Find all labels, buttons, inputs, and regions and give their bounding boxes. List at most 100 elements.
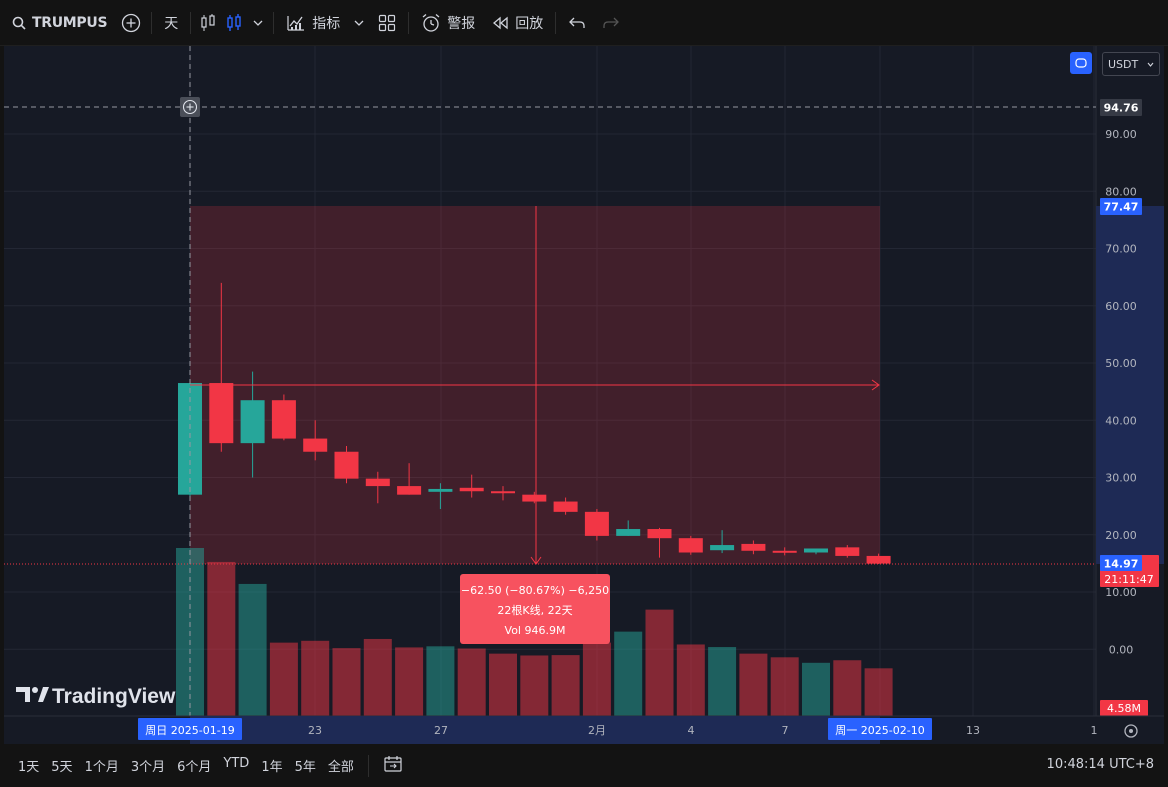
time-tick-label: 27 bbox=[434, 724, 448, 737]
price-axis-ticks: 90.00 80.00 70.00 60.00 50.00 40.00 30.00 20.00… bbox=[1105, 128, 1137, 656]
add-circle-icon bbox=[122, 13, 141, 32]
volume-bar bbox=[207, 561, 236, 716]
separator bbox=[190, 11, 192, 34]
volume-bar bbox=[770, 657, 799, 716]
chevron-down-icon bbox=[253, 20, 263, 26]
price-tick-label: 30.00 bbox=[1105, 472, 1137, 485]
undo-button[interactable] bbox=[560, 7, 594, 39]
range-button[interactable]: 3个月 bbox=[130, 760, 166, 775]
separator bbox=[555, 11, 557, 34]
volume-tag-text: 4.58M bbox=[1107, 702, 1141, 715]
candle bbox=[365, 471, 390, 504]
measure-change: −62.50 (−80.67%) −6,250 bbox=[460, 584, 610, 597]
candle bbox=[334, 446, 359, 484]
separator bbox=[151, 11, 153, 34]
candle bbox=[678, 535, 703, 555]
volume-bar bbox=[520, 655, 549, 716]
volume-bar bbox=[301, 640, 330, 716]
symbol-search[interactable]: TRUMPUS bbox=[0, 7, 115, 39]
candle bbox=[397, 463, 422, 495]
volume-bar bbox=[332, 648, 361, 716]
volume-bar bbox=[395, 647, 424, 716]
measure-top-text: 77.47 bbox=[1104, 201, 1139, 214]
price-tick-label: 60.00 bbox=[1105, 300, 1137, 313]
sync-icon bbox=[1075, 58, 1087, 68]
candle bbox=[584, 508, 609, 541]
replay-label: 回放 bbox=[515, 15, 544, 32]
tradingview-logo[interactable]: TradingView bbox=[16, 685, 176, 708]
crosshair-price-text: 94.76 bbox=[1104, 102, 1139, 115]
volume-bar bbox=[489, 653, 517, 716]
countdown-text: 21:11:47 bbox=[1104, 573, 1153, 586]
range-button[interactable]: 全部 bbox=[327, 760, 354, 775]
volume-bar bbox=[457, 648, 486, 716]
volume-bar bbox=[645, 609, 674, 716]
range-button[interactable]: 5年 bbox=[294, 760, 316, 775]
candle bbox=[491, 486, 515, 501]
settings-gear-icon bbox=[1124, 724, 1138, 738]
bar-style-button[interactable] bbox=[195, 7, 221, 39]
layout-button[interactable] bbox=[370, 7, 404, 39]
chevron-down-icon bbox=[354, 20, 364, 26]
chart-pane[interactable]: 90.00 80.00 70.00 60.00 50.00 40.00 30.00 20.00… bbox=[4, 46, 1164, 744]
date-range-buttons: 1天 5天 1个月 3个月 6个月 YTD 1年 5年 全部 bbox=[0, 756, 360, 775]
range-button[interactable]: 1个月 bbox=[84, 760, 119, 775]
measure-right-arrow bbox=[871, 379, 880, 391]
chevron-down-icon bbox=[1147, 62, 1154, 67]
volume-tag: 4.58M bbox=[1100, 700, 1148, 716]
time-start-tag: 周日 2025-01-19 bbox=[138, 718, 242, 740]
price-chart[interactable]: 90.0080.0070.0060.0050.0040.0030.0020.00… bbox=[4, 46, 1164, 744]
chart-settings-button[interactable] bbox=[1124, 724, 1138, 738]
separator bbox=[367, 754, 369, 777]
chart-type-dropdown[interactable] bbox=[247, 7, 269, 39]
candle bbox=[804, 548, 828, 555]
sync-button[interactable] bbox=[1070, 52, 1092, 74]
volume-bar bbox=[614, 631, 643, 716]
undo-icon bbox=[569, 17, 585, 28]
volume-bar bbox=[833, 660, 862, 716]
crosshair-plus-button[interactable] bbox=[180, 97, 200, 117]
measure-bars: 22根K线, 22天 bbox=[497, 604, 573, 617]
volume-bar bbox=[582, 642, 611, 716]
candle bbox=[553, 497, 578, 515]
calendar-icon bbox=[384, 755, 402, 772]
alert-button[interactable]: 警报 bbox=[413, 7, 483, 39]
measure-tooltip: −62.50 (−80.67%) −6,250 22根K线, 22天 Vol 9… bbox=[460, 574, 610, 644]
clock[interactable]: 10:48:14 UTC+8 bbox=[1046, 757, 1154, 772]
indicators-dropdown[interactable] bbox=[348, 7, 370, 39]
price-tick-label: 20.00 bbox=[1105, 529, 1137, 542]
goto-date-button[interactable] bbox=[373, 754, 413, 778]
price-tick-label: 10.00 bbox=[1105, 586, 1137, 599]
last-price-text: 14.97 bbox=[1104, 558, 1139, 571]
time-tick-label: 1 bbox=[1091, 724, 1098, 737]
replay-button[interactable]: 回放 bbox=[483, 7, 551, 39]
time-end-text: 周一 2025-02-10 bbox=[835, 724, 924, 737]
axis-range-highlight bbox=[1096, 206, 1164, 564]
indicators-icon bbox=[287, 15, 305, 31]
volume-bars bbox=[176, 548, 893, 716]
time-axis-ticks: 23 27 2月 4 7 13 1 bbox=[308, 724, 1098, 737]
rewind-icon bbox=[493, 16, 508, 29]
candles-style-button[interactable] bbox=[221, 7, 247, 39]
candle bbox=[428, 483, 453, 509]
volume-bar bbox=[739, 653, 768, 716]
last-price-tag: 14.97 21:11:47 bbox=[1100, 555, 1159, 587]
indicators-button[interactable]: 指标 bbox=[278, 7, 348, 39]
volume-bar bbox=[551, 655, 580, 716]
range-button[interactable]: 1天 bbox=[18, 760, 40, 775]
currency-dropdown[interactable]: USDT bbox=[1102, 52, 1160, 76]
range-button[interactable]: YTD bbox=[223, 756, 250, 771]
candle bbox=[616, 520, 641, 536]
candle bbox=[835, 545, 860, 558]
redo-button[interactable] bbox=[594, 7, 628, 39]
interval-button[interactable]: 天 bbox=[156, 7, 186, 39]
range-button[interactable]: 1年 bbox=[261, 760, 283, 775]
range-button[interactable]: 5天 bbox=[51, 760, 73, 775]
range-button[interactable]: 6个月 bbox=[177, 760, 212, 775]
price-tick-label: 0.00 bbox=[1109, 643, 1134, 656]
compare-button[interactable] bbox=[115, 7, 147, 39]
candle bbox=[271, 394, 296, 441]
add-icon bbox=[182, 99, 198, 115]
time-tick-label: 23 bbox=[308, 724, 322, 737]
brand-name: TradingView bbox=[52, 685, 176, 708]
